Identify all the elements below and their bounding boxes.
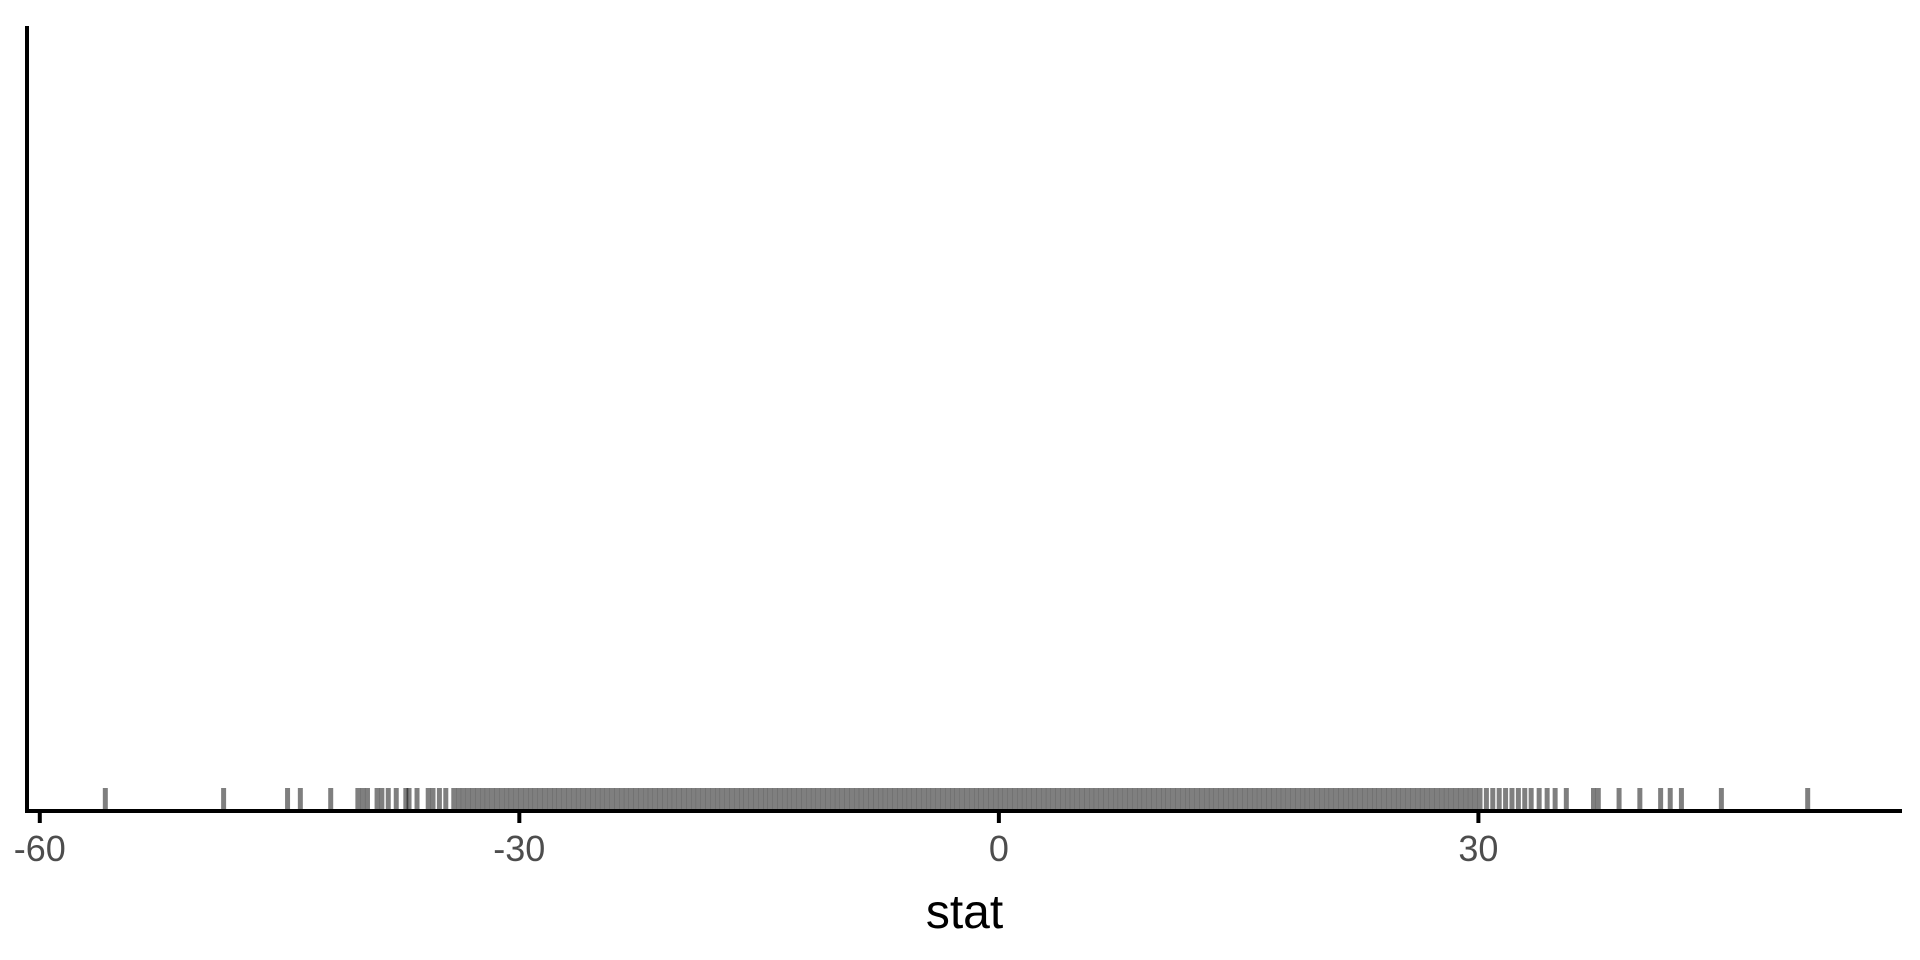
x-tick-label: 0 [989, 828, 1009, 869]
x-tick-label: -60 [14, 828, 66, 869]
x-tick-label: -30 [493, 828, 545, 869]
rug-marks [102, 788, 1811, 810]
x-axis-ticks: -60 -30 0 30 [14, 811, 1498, 869]
x-axis-title: stat [926, 886, 1003, 939]
x-tick-label: 30 [1458, 828, 1498, 869]
